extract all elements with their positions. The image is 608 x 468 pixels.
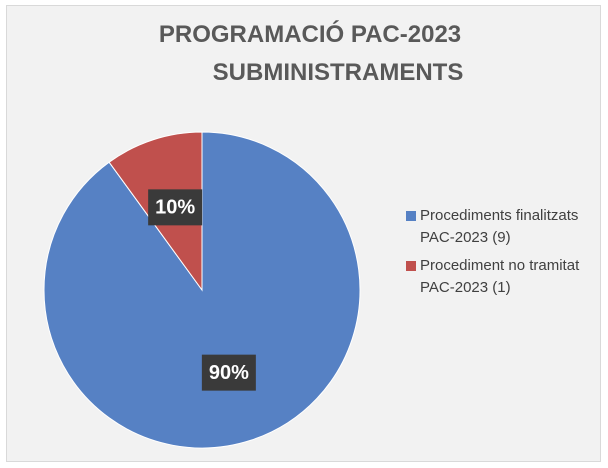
data-label-box	[148, 189, 203, 226]
data-label-box	[201, 354, 256, 391]
data-label: 10%	[155, 197, 195, 219]
legend-item: Procediment no tramitat PAC-2023 (1)	[406, 255, 590, 299]
legend-label: Procediment no tramitat PAC-2023 (1)	[420, 257, 580, 296]
legend-swatch	[406, 211, 416, 221]
legend-item: Procediments finalitzats PAC-2023 (9)	[406, 205, 590, 249]
chart-title: SUBMINISTRAMENTS	[213, 59, 464, 86]
chart-title: PROGRAMACIÓ PAC-2023	[159, 20, 461, 48]
legend: Procediments finalitzats PAC-2023 (9) Pro…	[406, 205, 596, 305]
data-label: 90%	[209, 362, 249, 384]
legend-label: Procediments finalitzats PAC-2023 (9)	[420, 207, 579, 246]
legend-swatch	[406, 261, 416, 271]
